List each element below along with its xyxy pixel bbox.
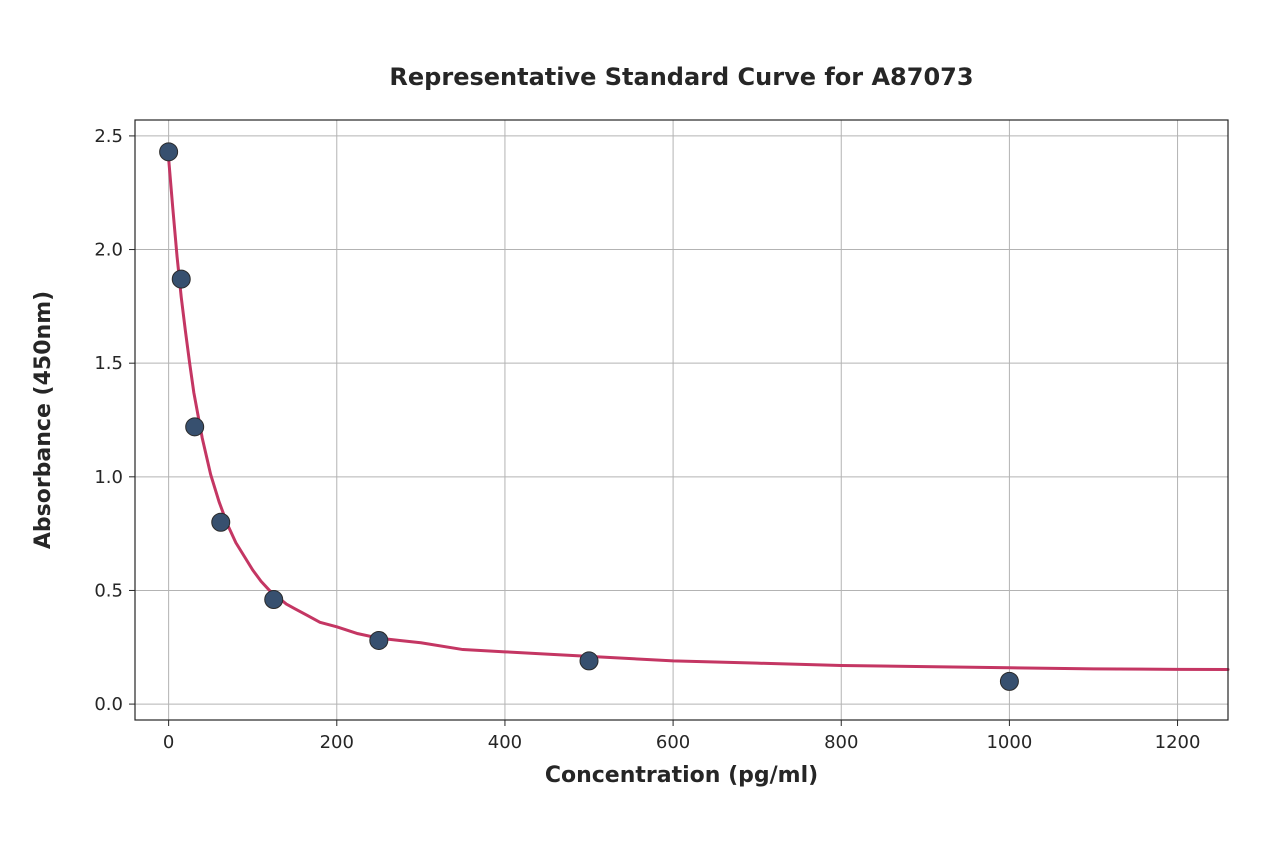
x-tick-label: 600 xyxy=(656,732,690,753)
x-axis-label: Concentration (pg/ml) xyxy=(545,763,818,788)
y-tick-label: 0.5 xyxy=(94,580,123,601)
y-axis-label: Absorbance (450nm) xyxy=(31,291,56,549)
x-tick-label: 200 xyxy=(320,732,354,753)
plot-area xyxy=(135,120,1228,720)
data-point xyxy=(580,652,598,670)
data-point xyxy=(265,591,283,609)
chart-title: Representative Standard Curve for A87073 xyxy=(389,63,973,91)
standard-curve-chart: 0 200 400 600 800 1000 1200 0.0 0.5 1.0 1.5 2.0 2.5 R… xyxy=(0,0,1280,845)
data-point xyxy=(212,513,230,531)
data-point xyxy=(370,631,388,649)
data-point xyxy=(186,418,204,436)
y-tick-label: 1.0 xyxy=(94,467,123,488)
x-tick-label: 1200 xyxy=(1155,732,1201,753)
x-tick-label: 800 xyxy=(824,732,858,753)
x-tick-label: 1000 xyxy=(986,732,1032,753)
y-tick-label: 2.0 xyxy=(94,240,123,261)
x-tick-label: 400 xyxy=(488,732,522,753)
chart-container: 0 200 400 600 800 1000 1200 0.0 0.5 1.0 1.5 2.0 2.5 R… xyxy=(0,0,1280,845)
x-tick-label: 0 xyxy=(163,732,174,753)
y-tick-label: 2.5 xyxy=(94,126,123,147)
data-point xyxy=(160,143,178,161)
data-point xyxy=(1000,672,1018,690)
y-tick-label: 1.5 xyxy=(94,353,123,374)
data-point xyxy=(172,270,190,288)
y-tick-label: 0.0 xyxy=(94,694,123,715)
